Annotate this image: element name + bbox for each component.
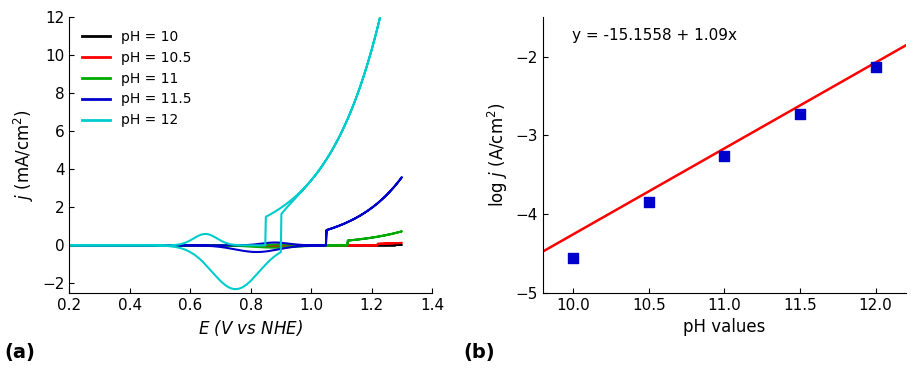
Point [717, 153, 732, 159]
X-axis label: pH values: pH values [683, 318, 766, 336]
X-axis label: $E$ (V vs NHE): $E$ (V vs NHE) [198, 318, 304, 338]
Point [566, 255, 580, 261]
Point [792, 111, 807, 117]
Point [642, 198, 657, 204]
Y-axis label: log $j$ (A/cm$^2$): log $j$ (A/cm$^2$) [486, 103, 510, 207]
Point [868, 64, 883, 70]
Legend: pH = 10, pH = 10.5, pH = 11, pH = 11.5, pH = 12: pH = 10, pH = 10.5, pH = 11, pH = 11.5, … [76, 24, 197, 133]
Y-axis label: $j$ (mA/cm$^2$): $j$ (mA/cm$^2$) [12, 109, 37, 201]
Text: (a): (a) [4, 342, 35, 362]
Text: y = -15.1558 + 1.09x: y = -15.1558 + 1.09x [572, 28, 737, 43]
Text: (b): (b) [463, 342, 495, 362]
